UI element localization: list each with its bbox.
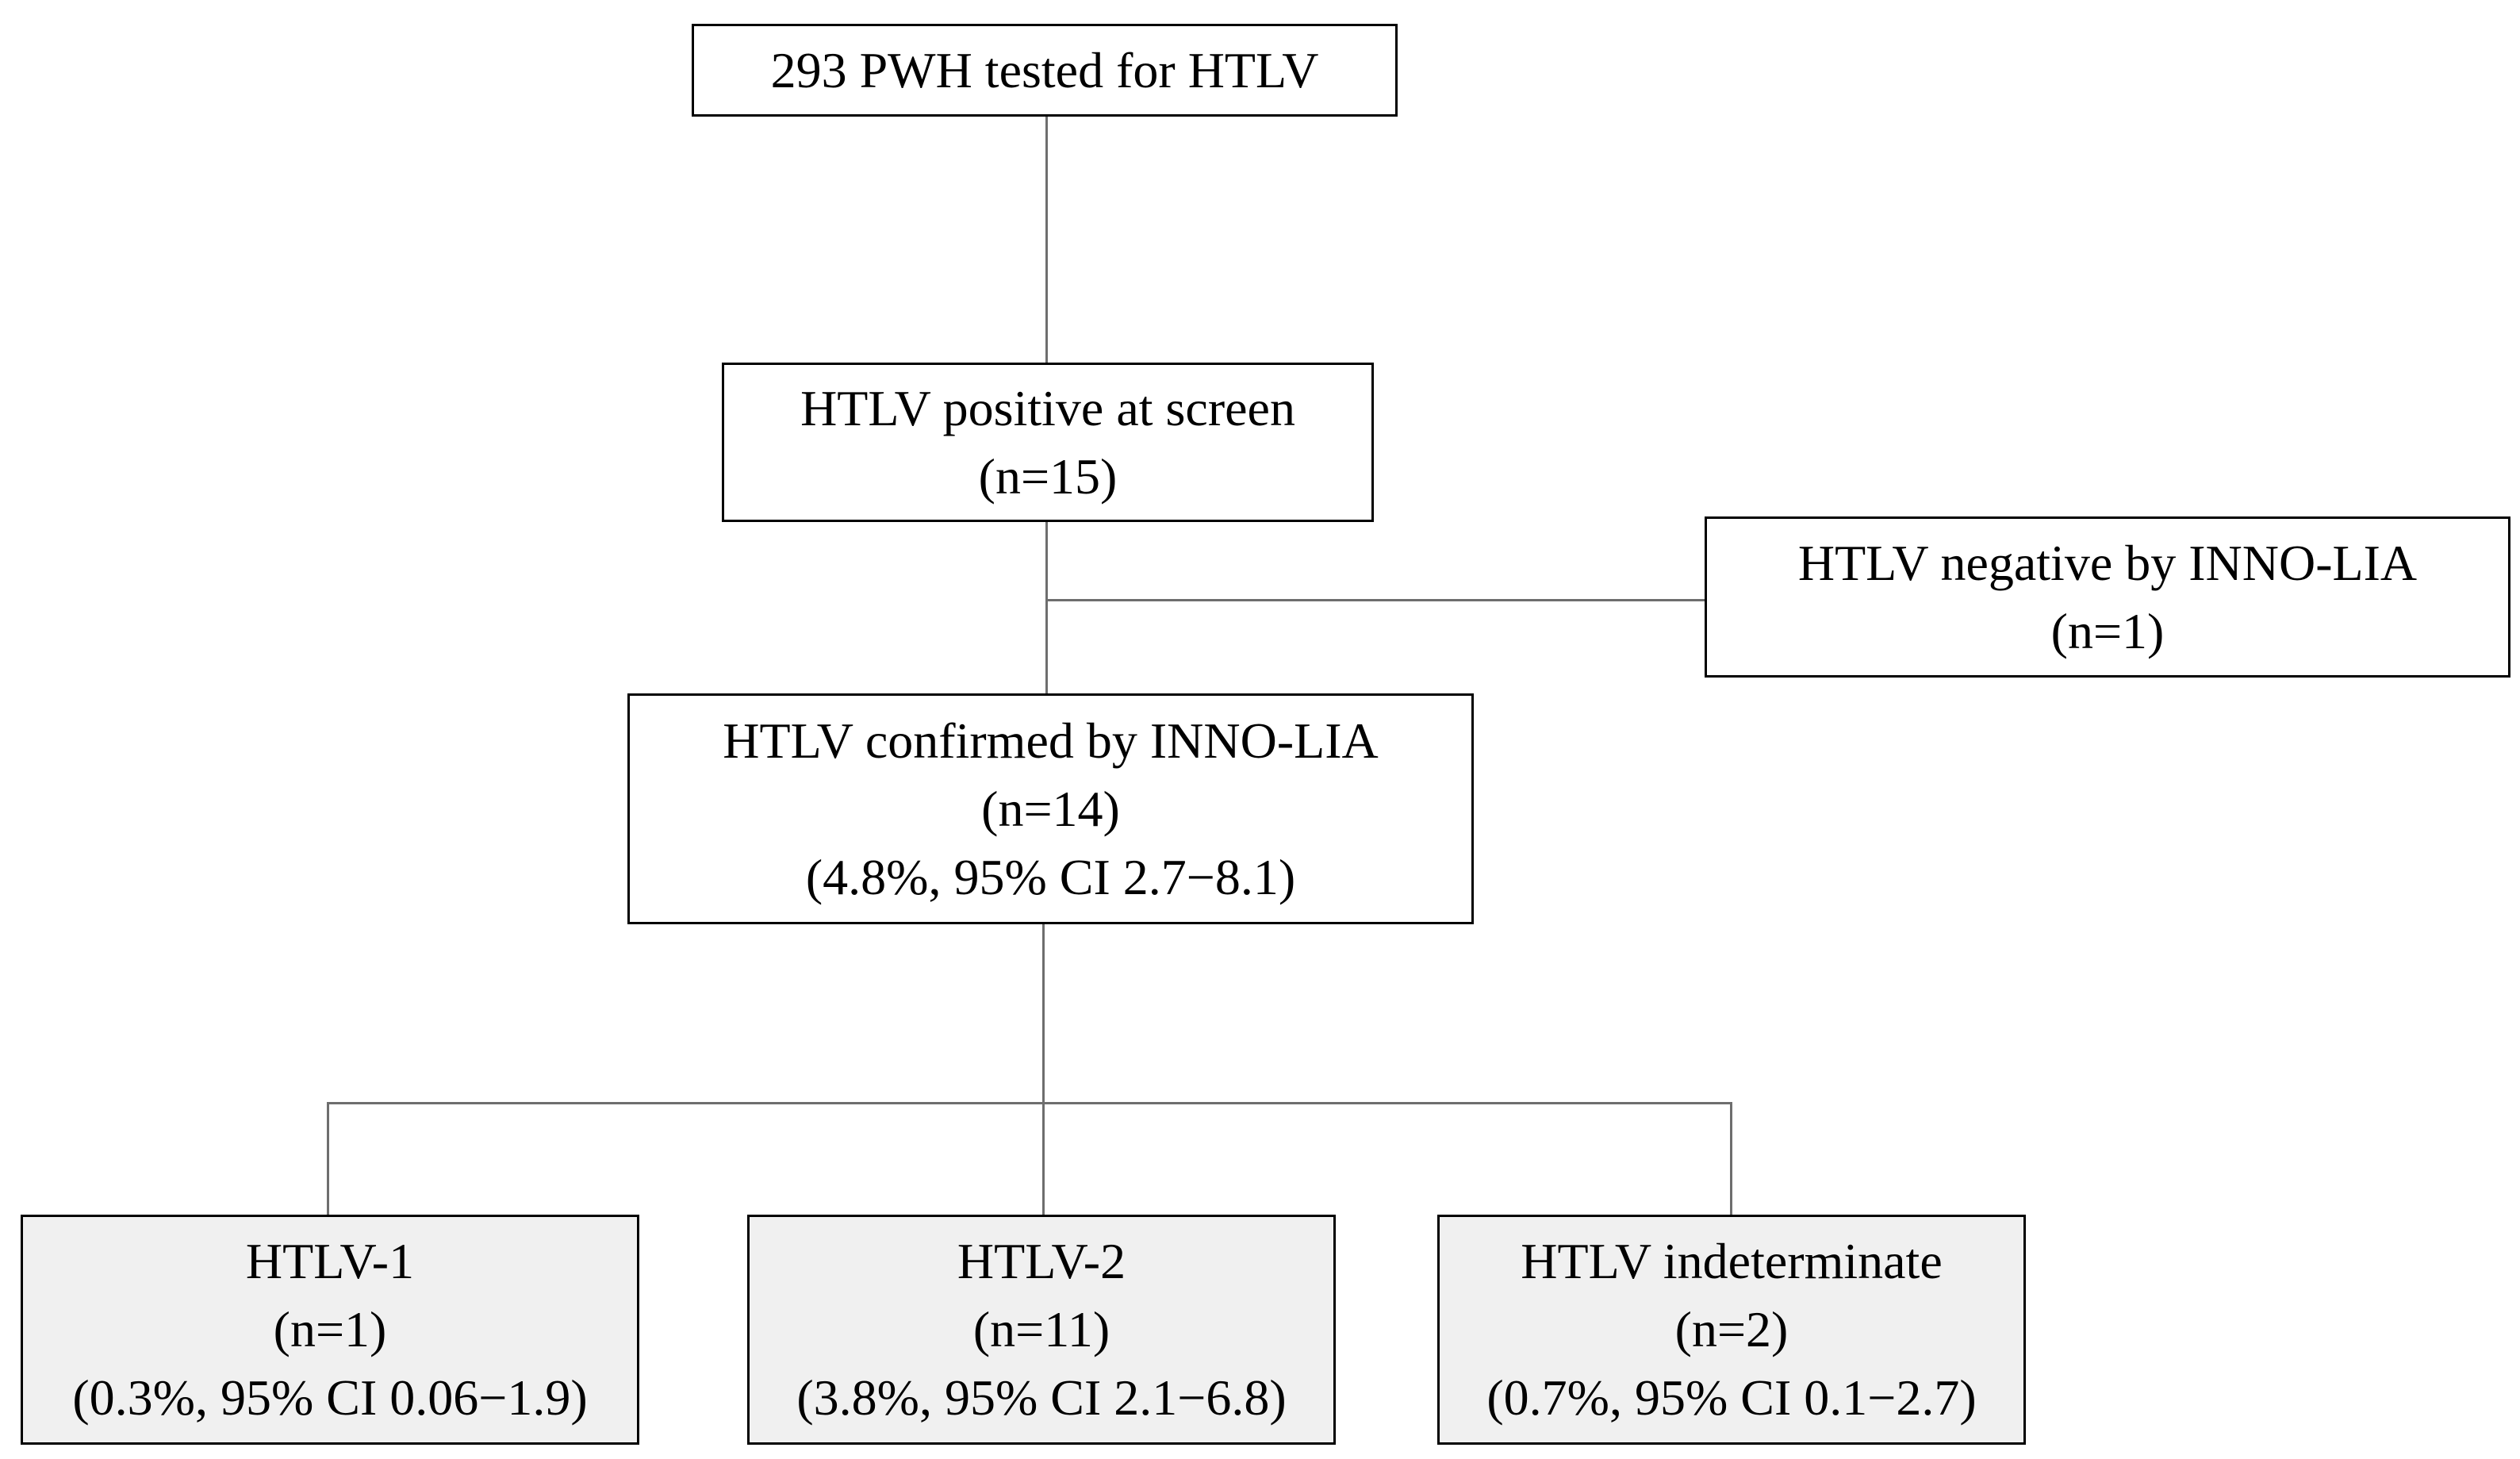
negative-box: HTLV negative by INNO-LIA (n=1)	[1705, 516, 2510, 678]
htlv1-prevalence: (0.3%, 95% CI 0.06−1.9)	[72, 1369, 588, 1426]
htlv2-prevalence: (3.8%, 95% CI 2.1−6.8)	[796, 1369, 1287, 1426]
screen-positive-box: HTLV positive at screen (n=15)	[722, 363, 1374, 522]
tested-label: 293 PWH tested for HTLV	[770, 41, 1319, 98]
indeterminate-box: HTLV indeterminate (n=2) (0.7%, 95% CI 0…	[1437, 1215, 2026, 1445]
negative-label: HTLV negative by INNO-LIA	[1797, 534, 2418, 591]
confirmed-prevalence: (4.8%, 95% CI 2.7−8.1)	[805, 848, 1296, 905]
indeterminate-count: (n=2)	[1674, 1301, 1789, 1357]
confirmed-label: HTLV confirmed by INNO-LIA	[723, 712, 1379, 769]
indeterminate-prevalence: (0.7%, 95% CI 0.1−2.7)	[1486, 1369, 1977, 1426]
connector-to-htlv1	[327, 1102, 329, 1216]
tested-box: 293 PWH tested for HTLV	[692, 24, 1398, 117]
connector-to-indeterminate	[1730, 1102, 1732, 1216]
connector-to-htlv2	[1042, 1102, 1045, 1216]
htlv1-box: HTLV-1 (n=1) (0.3%, 95% CI 0.06−1.9)	[21, 1215, 639, 1445]
confirmed-box: HTLV confirmed by INNO-LIA (n=14) (4.8%,…	[627, 693, 1474, 924]
indeterminate-label: HTLV indeterminate	[1521, 1233, 1943, 1289]
confirmed-count: (n=14)	[981, 780, 1120, 837]
htlv1-count: (n=1)	[273, 1301, 387, 1357]
screen-positive-count: (n=15)	[978, 447, 1118, 505]
connector-confirmed-to-branch	[1042, 922, 1045, 1102]
negative-count: (n=1)	[2050, 602, 2165, 659]
htlv1-label: HTLV-1	[245, 1233, 415, 1289]
connector-top-to-screen	[1045, 115, 1048, 364]
connector-branch-horizontal	[327, 1102, 1732, 1104]
htlv2-box: HTLV-2 (n=11) (3.8%, 95% CI 2.1−6.8)	[747, 1215, 1336, 1445]
screen-positive-label: HTLV positive at screen	[800, 379, 1295, 436]
connector-to-negative	[1045, 599, 1721, 601]
htlv2-label: HTLV-2	[957, 1233, 1126, 1289]
htlv2-count: (n=11)	[972, 1301, 1110, 1357]
connector-screen-to-confirmed	[1045, 520, 1048, 695]
